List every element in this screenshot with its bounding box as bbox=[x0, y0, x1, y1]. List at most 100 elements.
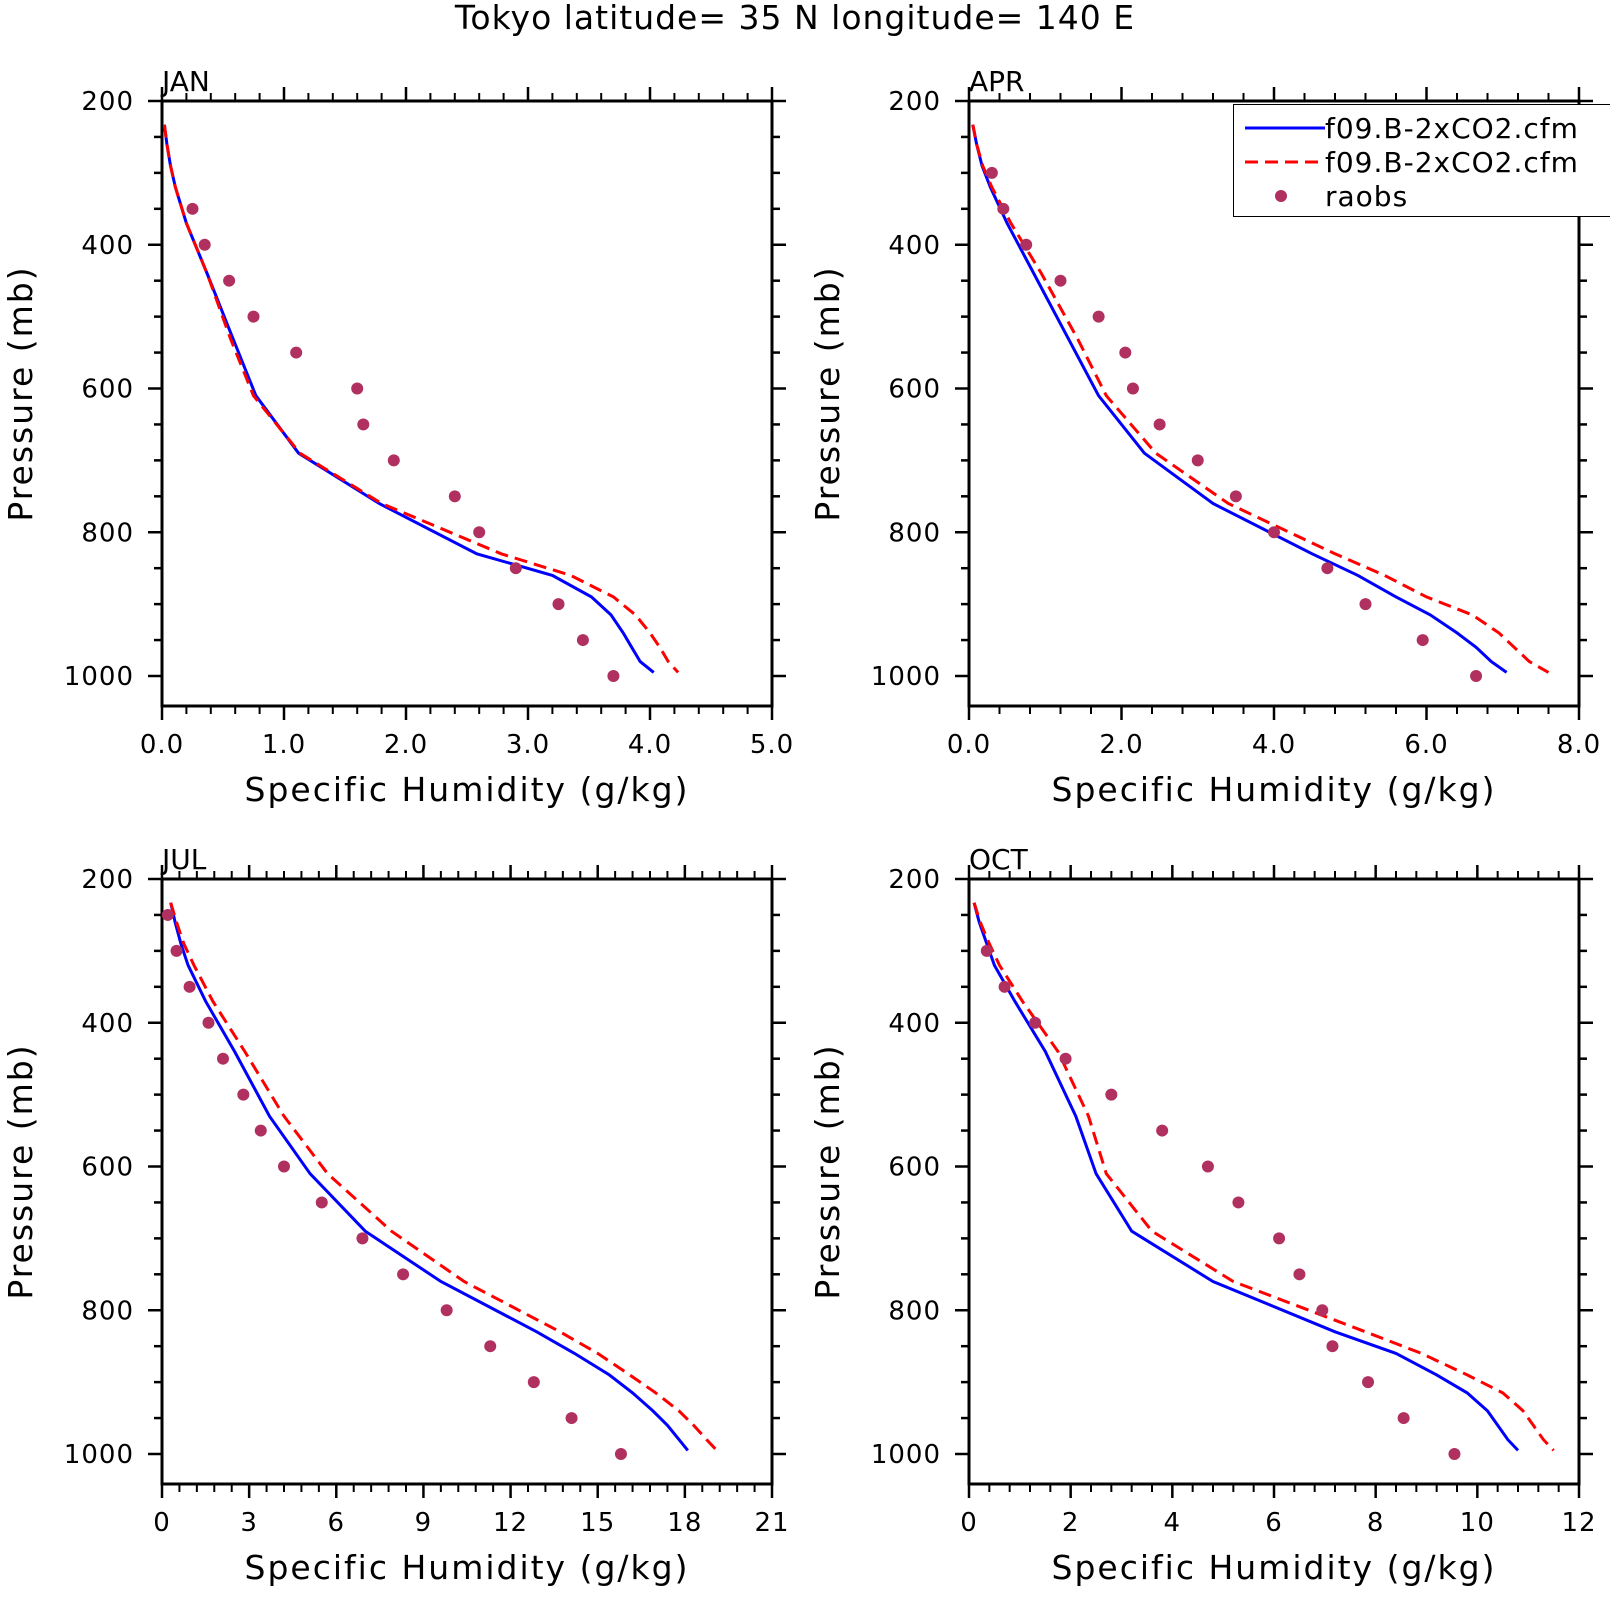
raobs-point bbox=[1201, 1160, 1214, 1173]
x-tick-label: 2.0 bbox=[384, 730, 428, 760]
raobs-point bbox=[186, 202, 199, 215]
x-axis-label: Specific Humidity (g/kg) bbox=[245, 1548, 690, 1587]
x-tick-label: 15 bbox=[580, 1508, 615, 1538]
raobs-point bbox=[397, 1268, 410, 1281]
raobs-point bbox=[614, 1448, 627, 1460]
panel-oct: OCT 200 400 600 800 1000 0 2 4 6 8 10 12 Specific Hum… bbox=[808, 843, 1596, 1587]
model-line-solid bbox=[169, 902, 689, 1452]
raobs-point bbox=[1105, 1088, 1118, 1101]
panel-apr: APR 200 400 600 800 1000 0.0 2.0 4.0 6.0 8.0 Specif… bbox=[808, 65, 1601, 809]
y-tick-label: 800 bbox=[81, 518, 134, 548]
raobs-point bbox=[448, 490, 461, 503]
raobs-point bbox=[202, 1016, 215, 1029]
x-tick-label: 4 bbox=[1164, 1508, 1182, 1538]
raobs-point bbox=[1153, 418, 1166, 431]
raobs-point bbox=[1268, 526, 1280, 539]
y-tick-label: 200 bbox=[81, 865, 134, 895]
legend-label: f09.B-2xCO2.cfm bbox=[1325, 146, 1579, 179]
raobs-point bbox=[1293, 1268, 1306, 1281]
raobs-point bbox=[527, 1376, 540, 1389]
raobs-point bbox=[1059, 1052, 1072, 1065]
raobs-point bbox=[1416, 634, 1429, 647]
raobs-point bbox=[1273, 1232, 1286, 1245]
x-tick-label: 2 bbox=[1062, 1508, 1080, 1538]
model-line-solid bbox=[162, 124, 655, 674]
x-tick-label: 5.0 bbox=[750, 730, 794, 760]
x-tick-label: 0.0 bbox=[140, 730, 184, 760]
y-tick-label: 400 bbox=[888, 231, 941, 261]
raobs-point bbox=[1321, 562, 1334, 575]
raobs-point bbox=[161, 908, 174, 921]
model-line-dashed bbox=[972, 902, 1555, 1452]
legend-marker-dot bbox=[1275, 190, 1287, 202]
y-tick-label: 1000 bbox=[64, 662, 134, 692]
figure-title: Tokyo latitude= 35 N longitude= 140 E bbox=[454, 0, 1135, 37]
y-tick-label: 400 bbox=[81, 1009, 134, 1039]
raobs-point bbox=[1397, 1412, 1410, 1425]
y-tick-label: 1000 bbox=[871, 662, 941, 692]
plot-frame bbox=[967, 877, 1581, 1486]
raobs-point bbox=[1054, 274, 1067, 287]
y-axis-label: Pressure (mb) bbox=[808, 1043, 847, 1299]
raobs-point bbox=[997, 202, 1010, 215]
raobs-point bbox=[1359, 598, 1372, 611]
y-tick-label: 1000 bbox=[64, 1440, 134, 1470]
raobs-point bbox=[1232, 1196, 1245, 1209]
y-tick-label: 1000 bbox=[871, 1440, 941, 1470]
raobs-point bbox=[217, 1052, 229, 1065]
raobs-point bbox=[552, 598, 565, 611]
raobs-point bbox=[357, 418, 370, 431]
y-tick-label: 200 bbox=[81, 87, 134, 117]
raobs-point bbox=[1229, 490, 1242, 503]
model-line-dashed bbox=[169, 902, 718, 1452]
x-tick-label: 12 bbox=[1561, 1508, 1596, 1538]
panel-label: APR bbox=[969, 65, 1025, 98]
x-tick-label: 9 bbox=[415, 1508, 433, 1538]
legend-label: f09.B-2xCO2.cfm bbox=[1325, 112, 1579, 145]
raobs-point bbox=[1470, 670, 1483, 682]
x-axis-label: Specific Humidity (g/kg) bbox=[1052, 1548, 1497, 1587]
model-line-dashed bbox=[162, 124, 680, 674]
x-tick-label: 0.0 bbox=[947, 730, 991, 760]
panel-jan: JAN 200 400 600 800 1000 0.0 1.0 2.0 3.0 4.0 5.0 Spe… bbox=[1, 65, 794, 809]
raobs-point bbox=[980, 944, 993, 957]
raobs-point bbox=[247, 310, 260, 323]
model-line-solid bbox=[972, 902, 1520, 1452]
raobs-point bbox=[1326, 1340, 1339, 1353]
panel-jul: JUL 200 400 600 800 1000 0 3 6 9 12 15 18 21 Specific … bbox=[1, 843, 789, 1587]
raobs-point bbox=[315, 1196, 328, 1209]
raobs-point bbox=[223, 274, 236, 287]
y-tick-label: 600 bbox=[81, 1153, 134, 1183]
raobs-point bbox=[985, 166, 998, 179]
y-axis-label: Pressure (mb) bbox=[808, 265, 847, 521]
y-tick-label: 400 bbox=[888, 1009, 941, 1039]
raobs-point bbox=[1020, 238, 1033, 251]
raobs-point bbox=[170, 944, 183, 957]
x-tick-label: 1.0 bbox=[262, 730, 306, 760]
raobs-point bbox=[1126, 382, 1139, 395]
raobs-point bbox=[576, 634, 589, 647]
x-tick-label: 2.0 bbox=[1099, 730, 1143, 760]
x-tick-label: 6 bbox=[328, 1508, 346, 1538]
raobs-point bbox=[509, 562, 522, 575]
raobs-point bbox=[278, 1160, 290, 1173]
raobs-point bbox=[1316, 1304, 1329, 1317]
x-tick-label: 3.0 bbox=[506, 730, 550, 760]
y-tick-label: 200 bbox=[888, 865, 941, 895]
raobs-point bbox=[607, 670, 620, 682]
y-tick-label: 600 bbox=[888, 375, 941, 405]
x-tick-label: 4.0 bbox=[628, 730, 672, 760]
legend-label: raobs bbox=[1325, 180, 1408, 213]
x-tick-label: 0 bbox=[153, 1508, 171, 1538]
raobs-point bbox=[351, 382, 364, 395]
x-tick-label: 8.0 bbox=[1557, 730, 1601, 760]
raobs-point bbox=[1156, 1124, 1169, 1137]
x-tick-label: 21 bbox=[754, 1508, 789, 1538]
raobs-point bbox=[1448, 1448, 1461, 1460]
y-tick-label: 200 bbox=[888, 87, 941, 117]
x-tick-label: 0 bbox=[960, 1508, 978, 1538]
x-tick-label: 4.0 bbox=[1252, 730, 1296, 760]
y-tick-label: 600 bbox=[81, 375, 134, 405]
panel-label: JAN bbox=[160, 65, 210, 98]
